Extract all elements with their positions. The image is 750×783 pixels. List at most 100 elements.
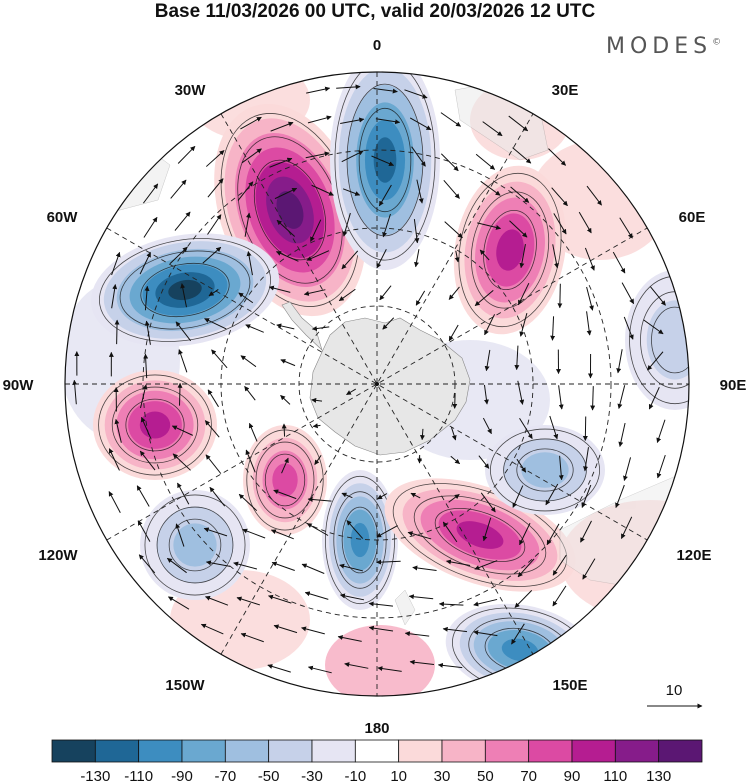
lon-label-90e: 90E [720, 377, 747, 394]
wind-vector [552, 585, 567, 607]
wind-vector [656, 419, 666, 443]
wind-vector [311, 326, 330, 332]
wind-vector [519, 418, 533, 440]
streamline [168, 518, 222, 572]
wind-vector [271, 561, 295, 571]
streamline [264, 453, 306, 507]
anomaly-neg-east-90 [625, 270, 689, 410]
brand-name: MODES [606, 34, 713, 59]
wind-vector [180, 283, 187, 308]
wind-vector [519, 243, 526, 269]
wind-vector [552, 554, 567, 576]
wind-vector [552, 244, 559, 269]
streamline [651, 306, 689, 374]
wind-vector [205, 150, 225, 167]
wind-vector [482, 417, 492, 435]
wind-vector [209, 486, 226, 507]
anomaly-contour [276, 191, 304, 229]
colorbar-tick-label: -70 [214, 768, 236, 783]
wind-vector [314, 454, 322, 465]
wind-vector [204, 318, 227, 330]
wind-vector [510, 186, 530, 203]
wind-vector [517, 558, 535, 578]
wind-vector [276, 219, 296, 237]
wind-vector [267, 664, 291, 673]
wind-vector [171, 425, 194, 436]
wind-vector [408, 594, 434, 600]
wind-vector [508, 115, 529, 132]
map-border [64, 71, 690, 697]
anomaly-tint [325, 625, 435, 696]
wind-vector [280, 359, 296, 367]
wind-vector [519, 522, 531, 546]
wind-vector [244, 386, 256, 401]
streamline [156, 506, 234, 584]
wind-vector [443, 179, 460, 199]
wind-vector [656, 454, 666, 479]
wind-vector [312, 423, 321, 429]
wind-vector [612, 251, 626, 274]
colorbar-tick-label: -90 [171, 768, 193, 783]
wind-vector [368, 601, 394, 607]
wind-vector [177, 145, 196, 164]
colorbar-swatch [311, 739, 356, 763]
colorbar-swatch [181, 739, 226, 763]
wind-vector [450, 455, 460, 465]
reference-vector-label: 10 [666, 682, 683, 699]
colorbar-swatch [614, 739, 660, 763]
wind-vector [409, 659, 435, 666]
wind-vector [270, 121, 294, 132]
wind-vector [483, 384, 489, 405]
wind-vector [517, 380, 525, 405]
wind-vector [307, 115, 332, 124]
wind-vector [174, 211, 191, 231]
wind-vector [376, 525, 398, 538]
streamline [516, 448, 574, 492]
wind-vector [512, 485, 524, 508]
wind-vector [442, 626, 468, 633]
wind-vector [414, 249, 420, 268]
wind-vector [473, 630, 498, 637]
wind-vector [438, 601, 464, 607]
lon-label-60e: 60E [679, 209, 706, 226]
streamline [98, 374, 212, 476]
streamline [458, 172, 562, 328]
wind-vector [177, 482, 190, 505]
wind-vector [270, 529, 294, 540]
wind-vector [473, 598, 498, 607]
wind-vector [200, 623, 224, 635]
wind-vector [72, 379, 78, 405]
wind-vector [178, 349, 188, 373]
wind-vector [557, 283, 563, 309]
anomaly-contour [350, 522, 370, 558]
wind-vectors [72, 84, 666, 674]
wind-vector [108, 491, 121, 513]
wind-vector [244, 212, 251, 237]
colorbar-swatch [268, 739, 313, 763]
wind-vector [379, 285, 392, 301]
streamline [119, 250, 251, 330]
wind-vector [615, 484, 625, 508]
wind-vector [237, 181, 254, 201]
wind-vector [338, 288, 356, 302]
anomaly-contour [168, 279, 202, 301]
colorbar-swatch [658, 739, 703, 763]
wind-vector [341, 150, 364, 163]
wind-vector [617, 385, 626, 409]
anomaly-contour [521, 452, 569, 488]
wind-vector [341, 492, 353, 499]
wind-vector [404, 631, 430, 637]
anomaly-neg-ross [322, 470, 398, 610]
wind-vector [448, 324, 459, 342]
streamline [489, 428, 600, 512]
wind-vector [444, 221, 463, 239]
wind-vector [549, 415, 559, 440]
wind-vector [141, 416, 152, 440]
colorbar-swatch [398, 739, 443, 763]
wind-vector [373, 87, 398, 94]
anomaly-pos-southeast-pacific [93, 370, 217, 480]
wind-vector [551, 187, 568, 207]
wind-vector [276, 323, 295, 330]
wind-vector [175, 321, 192, 342]
